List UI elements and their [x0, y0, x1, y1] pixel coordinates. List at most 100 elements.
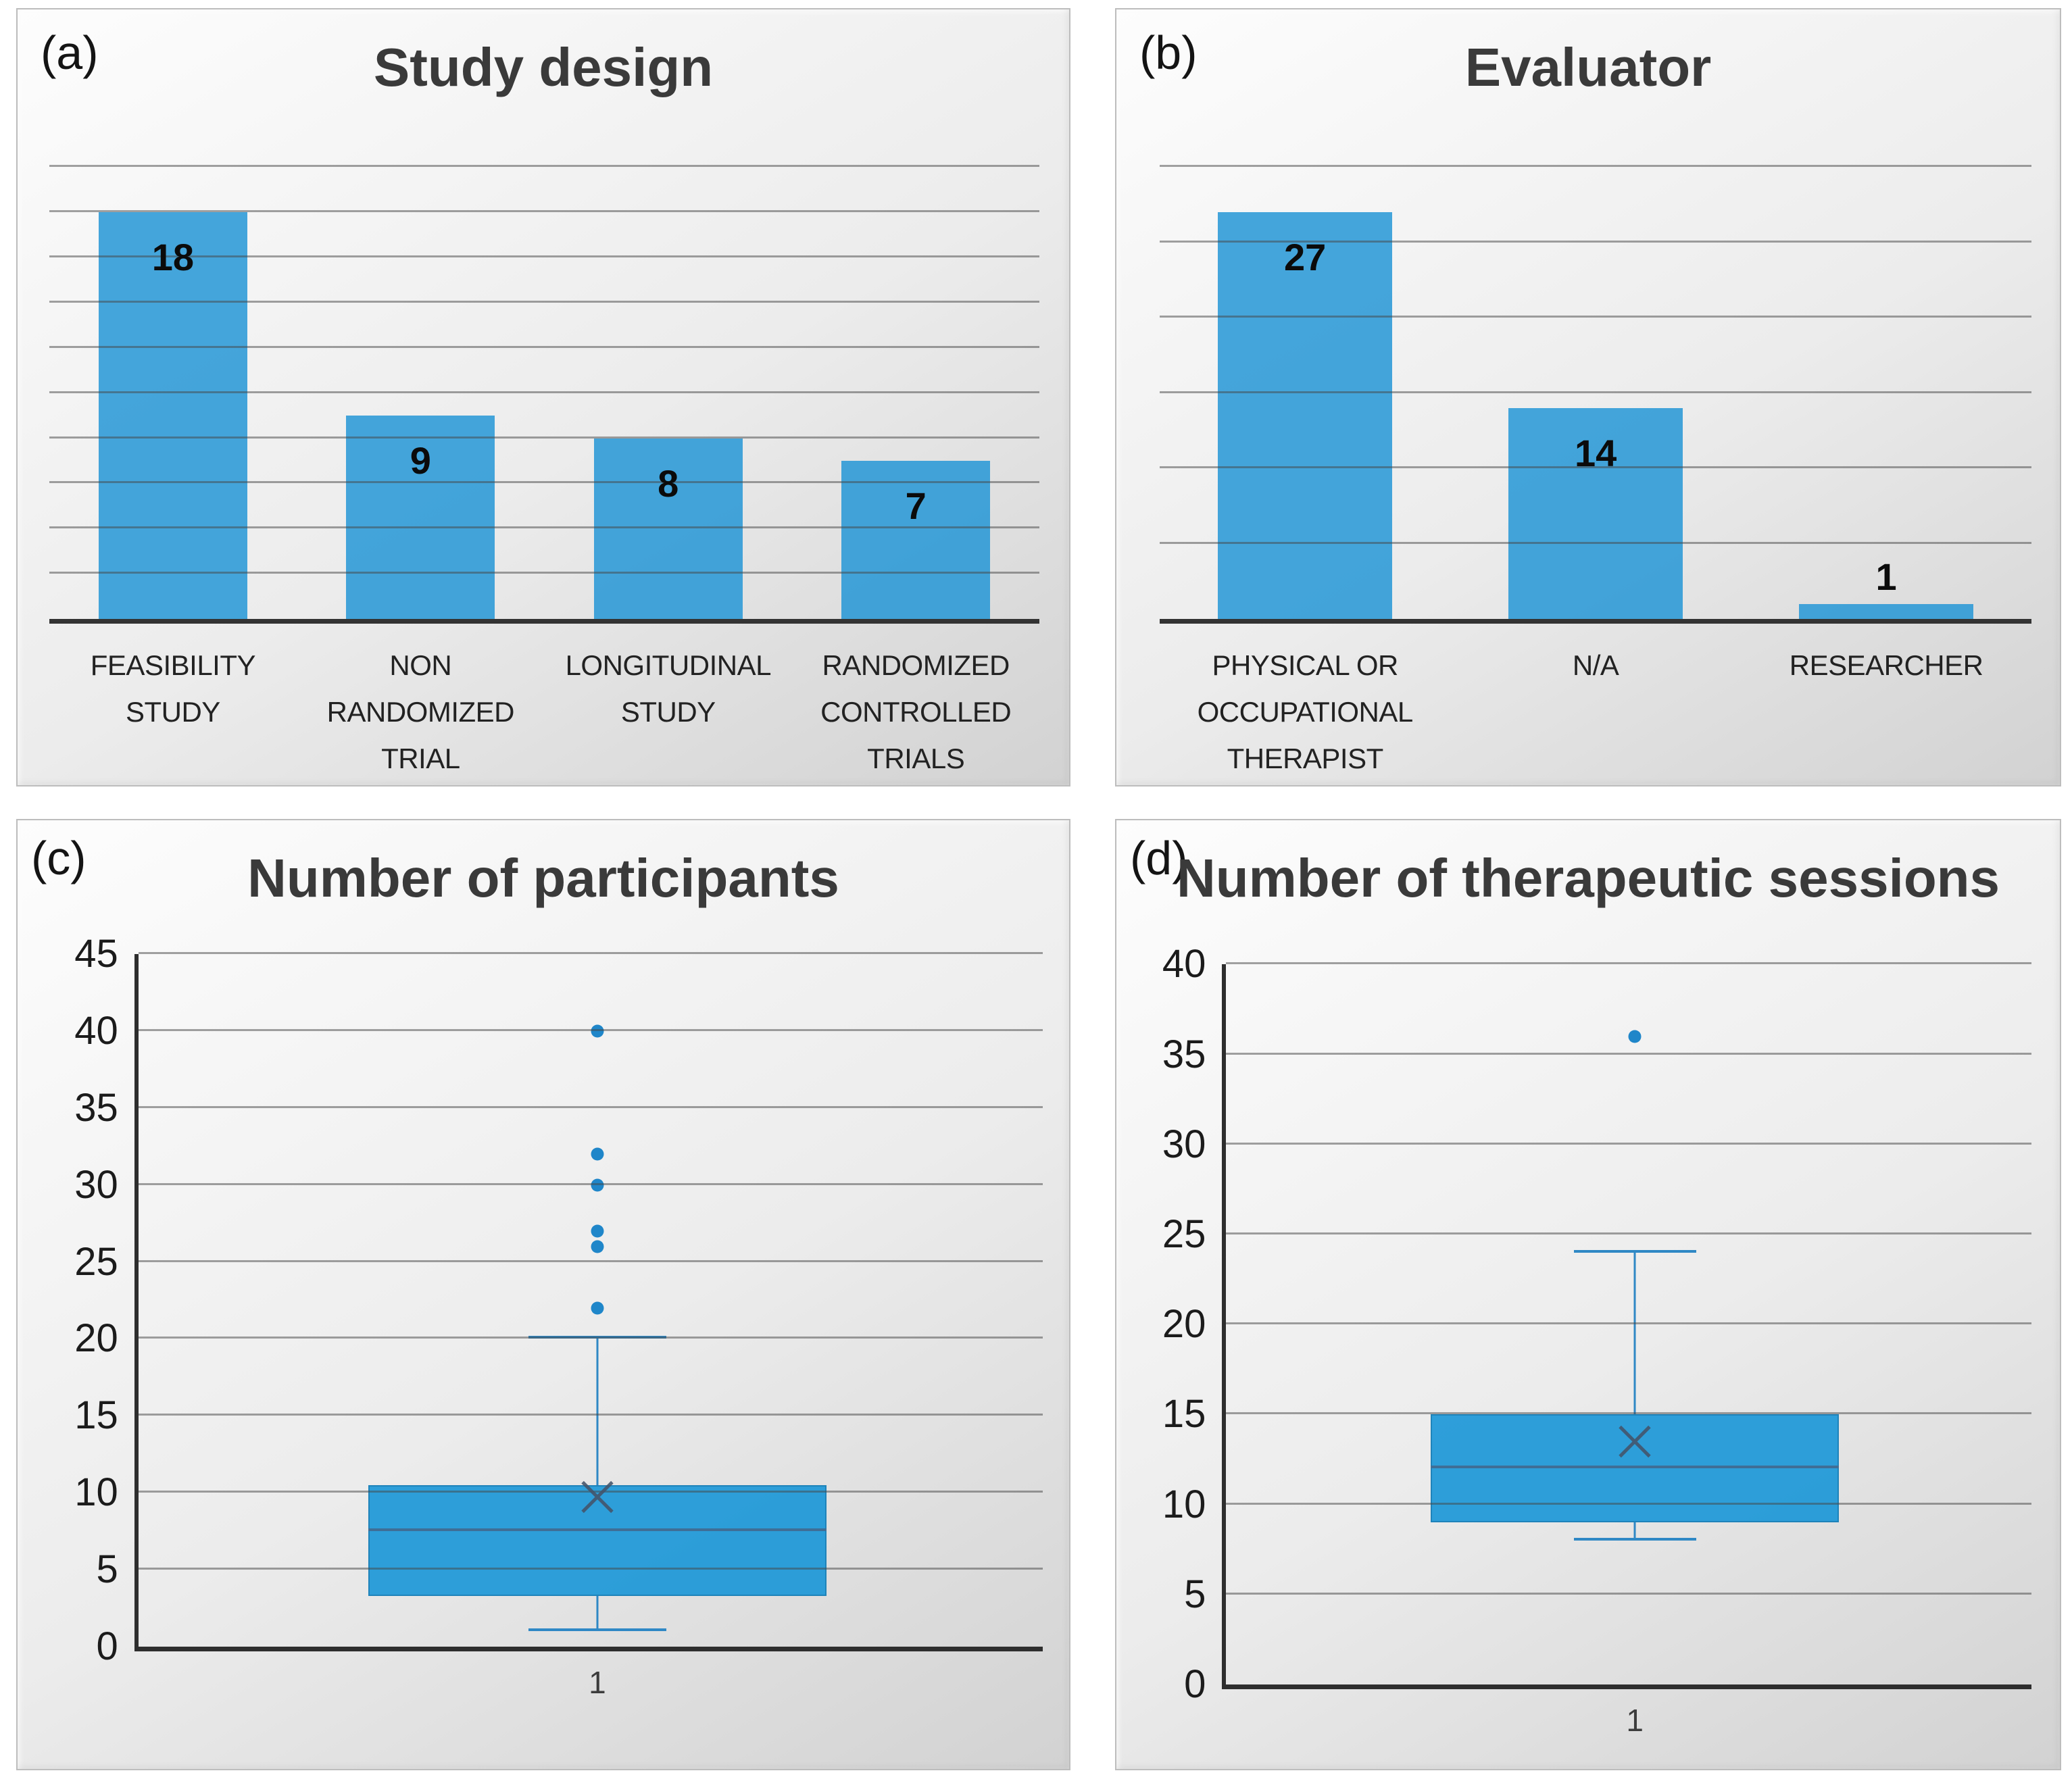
- gridline-y-25: [1160, 240, 2032, 243]
- bar-3: [841, 461, 991, 620]
- outlier-dot-22: [591, 1301, 604, 1315]
- gridline-y-25: [138, 1259, 1043, 1262]
- gridline-y-2: [49, 572, 1040, 574]
- bar-0: [98, 211, 247, 620]
- y-tick-label-45: 45: [74, 931, 118, 976]
- gridline-y-30: [138, 1182, 1043, 1185]
- panel-b-category-labels: PHYSICAL OR OCCUPATIONAL THERAPIST N/A RES…: [1160, 642, 2031, 782]
- bar-1: [346, 416, 495, 620]
- panel-a-title: Study design: [373, 37, 714, 97]
- y-tick-label-40: 40: [74, 1008, 118, 1053]
- bar-value-label: 27: [1284, 235, 1327, 278]
- gridline-y-4: [49, 526, 1040, 529]
- gridline-y-6: [49, 481, 1040, 484]
- gridline-y-35: [138, 1105, 1043, 1108]
- gridline-y-20: [49, 165, 1040, 168]
- gridline-y-10: [1226, 1502, 2032, 1505]
- panel-c-title: Number of participants: [247, 848, 839, 908]
- panel-d-plot-area: 1 0 5 10 15 20 25 30 35 40: [1162, 945, 2032, 1738]
- category-label-2: RESEARCHER: [1789, 649, 1983, 681]
- gridline-y-20: [1226, 1322, 2032, 1325]
- outlier-dot-40: [591, 1024, 604, 1038]
- mean-marker: [578, 1478, 616, 1516]
- panel-b-evaluator: (b) Evaluator 27 14 1 PHYSICAL OR OCCUPATI…: [1115, 8, 2061, 786]
- panel-c-letter: (c): [31, 832, 87, 884]
- y-tick-label-10: 10: [1162, 1482, 1206, 1526]
- category-label-3: RANDOMIZED CONTROLLED TRIALS: [820, 649, 1012, 775]
- lower-whisker-line: [596, 1595, 599, 1632]
- y-tick-label-20: 20: [1162, 1302, 1206, 1347]
- y-tick-label-15: 15: [1162, 1392, 1206, 1437]
- panel-d-x-tick-label: 1: [1626, 1703, 1644, 1739]
- y-tick-label-10: 10: [74, 1470, 118, 1515]
- panel-a-plot-area: 18 9 8 7: [49, 165, 1040, 624]
- median-line: [368, 1528, 827, 1532]
- panel-a-category-labels: FEASIBILITY STUDY NON RANDOMIZED TRIAL LON…: [49, 642, 1040, 782]
- gridline-y-16: [49, 255, 1040, 257]
- panel-c-plot-area: 1 0 5 10 15 20 25 30 35 40 45: [74, 934, 1043, 1700]
- panel-d-letter: (d): [1130, 832, 1188, 884]
- y-tick-label-0: 0: [1184, 1662, 1206, 1707]
- gridline-y-15: [138, 1414, 1043, 1416]
- gridline-y-20: [138, 1337, 1043, 1339]
- gridline-y-5: [138, 1568, 1043, 1570]
- bar-1: [1508, 407, 1683, 620]
- y-tick-label-15: 15: [74, 1393, 118, 1438]
- median-line: [1431, 1466, 1840, 1469]
- gridline-y-15: [1160, 391, 2032, 393]
- bar-value-label: 1: [1875, 555, 1897, 598]
- category-label-0: FEASIBILITY STUDY: [90, 649, 256, 728]
- gridline-y-12: [49, 345, 1040, 348]
- upper-whisker-line: [1633, 1252, 1636, 1415]
- lower-whisker-cap: [1573, 1537, 1696, 1541]
- category-label-1: N/A: [1572, 649, 1619, 681]
- gridline-y-8: [49, 436, 1040, 439]
- outlier-dot-32: [591, 1147, 604, 1161]
- bar-value-label: 18: [151, 235, 195, 278]
- panel-b-plot-area: 27 14 1: [1160, 165, 2032, 624]
- gridline-y-40: [138, 1028, 1043, 1031]
- y-tick-label-40: 40: [1162, 942, 1206, 987]
- outlier-dot-30: [591, 1178, 604, 1192]
- gridline-y-30: [1160, 165, 2032, 168]
- gridline-y-10: [49, 391, 1040, 393]
- panel-c-number-of-participants: (c) Number of participants 1 0 5 10 15 20 25 3…: [16, 819, 1070, 1770]
- upper-whisker-line: [596, 1339, 599, 1485]
- y-tick-label-5: 5: [96, 1547, 118, 1592]
- y-tick-label-20: 20: [74, 1316, 118, 1361]
- gridline-y-5: [1160, 541, 2032, 544]
- bar-value-label: 8: [658, 461, 679, 505]
- lower-whisker-cap: [528, 1628, 666, 1632]
- panel-a-study-design: (a) Study design 18 9 8 7 FEASIBILITY STUDY…: [16, 8, 1070, 786]
- upper-whisker-cap: [1573, 1249, 1696, 1253]
- panel-a-letter: (a): [41, 26, 99, 79]
- outlier-dot-27: [591, 1224, 604, 1238]
- outlier-dot-36: [1628, 1030, 1642, 1043]
- panel-c-x-tick-label: 1: [589, 1664, 606, 1700]
- category-label-1: NON RANDOMIZED TRIAL: [326, 649, 515, 775]
- bar-2: [1799, 603, 1974, 620]
- gridline-y-25: [1226, 1232, 2032, 1235]
- panel-b-title: Evaluator: [1464, 37, 1712, 97]
- panel-b-letter: (b): [1139, 26, 1198, 79]
- bar-value-label: 7: [905, 484, 927, 527]
- lower-whisker-line: [1633, 1522, 1636, 1541]
- outlier-dot-26: [591, 1240, 604, 1253]
- y-tick-label-0: 0: [96, 1624, 118, 1668]
- gridline-y-5: [1226, 1592, 2032, 1595]
- gridline-y-15: [1226, 1412, 2032, 1415]
- bar-value-label: 14: [1575, 431, 1617, 474]
- gridline-y-30: [1226, 1142, 2032, 1145]
- category-label-0: PHYSICAL OR OCCUPATIONAL THERAPIST: [1197, 649, 1414, 775]
- gridline-y-10: [1160, 466, 2032, 469]
- gridline-y-45: [138, 951, 1043, 954]
- y-tick-label-30: 30: [74, 1162, 118, 1207]
- gridline-y-40: [1226, 962, 2032, 965]
- bar-value-label: 9: [410, 439, 431, 482]
- gridline-y-14: [49, 300, 1040, 303]
- panel-d-title: Number of therapeutic sessions: [1176, 848, 2000, 908]
- gridline-y-18: [49, 209, 1040, 212]
- y-tick-label-35: 35: [1162, 1032, 1206, 1076]
- gridline-y-20: [1160, 316, 2032, 318]
